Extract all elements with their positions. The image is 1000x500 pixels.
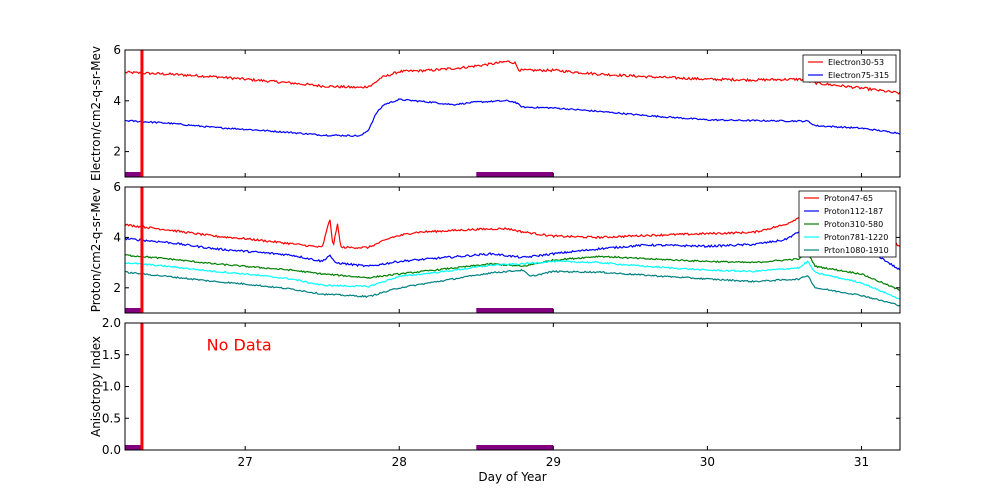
axes-frame (124, 49, 901, 178)
data-gap-bar (125, 308, 142, 313)
series-line-Proton47-65 (125, 210, 900, 250)
y-tick-label: 4 (113, 230, 121, 244)
y-tick-label: 4 (113, 94, 121, 108)
y-tick-label: 6 (113, 43, 121, 57)
plot-area-anisotropy (125, 323, 554, 450)
panel-proton: 2 4 6 Proton/cm2-q-sr-Mev Proton47-65 Proton1… (89, 180, 901, 314)
no-data-annotation: No Data (207, 335, 272, 354)
legend-label: Proton47-65 (824, 194, 873, 203)
y-axis-label: Proton/cm2-q-sr-Mev (89, 188, 103, 313)
legend-label: Proton112-187 (824, 207, 883, 216)
series-line-Electron30-53 (125, 60, 900, 95)
series-line-Proton781-1220 (125, 259, 900, 300)
x-tick-label: 29 (546, 455, 561, 469)
x-axis-label: Day of Year (478, 470, 546, 484)
y-tick-label: 1.0 (102, 380, 121, 394)
x-tick-label: 30 (700, 455, 715, 469)
y-tick-label: 0.5 (102, 411, 121, 425)
legend-label: Electron75-315 (828, 71, 889, 80)
y-tick-label: 1.5 (102, 348, 121, 362)
data-gap-bar (125, 172, 142, 177)
y-axis-label: Anisotropy Index (89, 336, 103, 437)
plot-area-electron (125, 50, 900, 177)
data-gap-bar (476, 172, 554, 177)
panel-anisotropy: 27 28 29 30 31 0.0 0.5 1.0 1.5 2.0 Anisotropy Inde… (89, 316, 901, 484)
y-tick-label: 2.0 (102, 316, 121, 330)
plot-area-proton (125, 187, 900, 313)
legend-label: Electron30-53 (828, 58, 884, 67)
legend: Proton47-65 Proton112-187 Proton310-580 Pro… (798, 190, 897, 258)
y-tick-label: 0.0 (102, 443, 121, 457)
legend: Electron30-53 Electron75-315 (802, 54, 897, 83)
series-line-Prton1080-1910 (125, 268, 900, 307)
x-tick-label: 31 (854, 455, 869, 469)
legend-label: Proton310-580 (824, 220, 883, 229)
legend-label: Proton781-1220 (824, 233, 888, 242)
x-tick-label: 27 (238, 455, 253, 469)
series-line-Electron75-315 (125, 98, 900, 138)
y-axis-label: Electron/cm2-q-sr-Mev (89, 46, 103, 181)
y-tick-label: 2 (113, 281, 121, 295)
legend-box (802, 54, 897, 83)
series-line-Proton112-187 (125, 223, 900, 271)
y-tick-label: 2 (113, 145, 121, 159)
data-gap-bar (476, 308, 554, 313)
series-line-Proton310-580 (125, 250, 900, 292)
data-gap-bar (125, 445, 142, 450)
legend-label: Prton1080-1910 (824, 246, 889, 255)
axes-frame (124, 186, 901, 314)
x-tick-label: 28 (392, 455, 407, 469)
y-tick-label: 6 (113, 180, 121, 194)
data-gap-bar (476, 445, 554, 450)
